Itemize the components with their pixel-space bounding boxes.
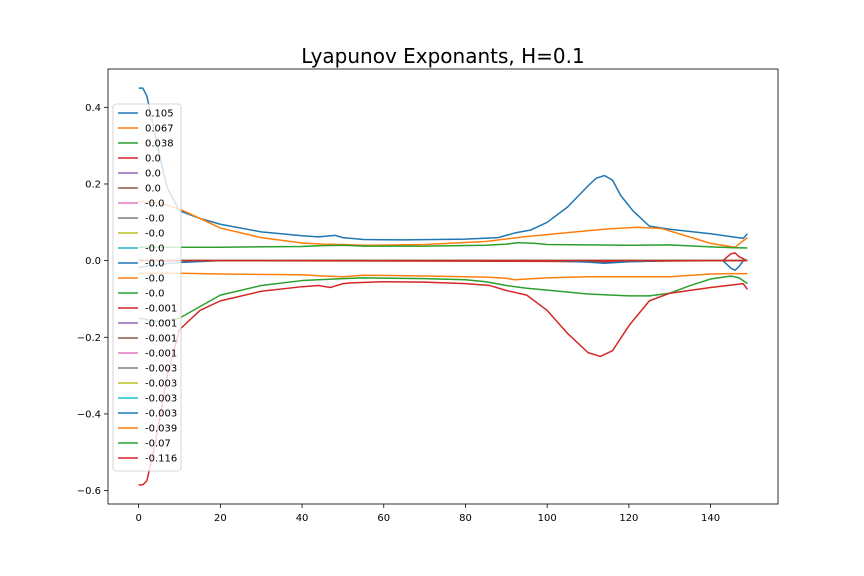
legend-label: -0.0 <box>145 274 165 285</box>
legend-label: -0.0 <box>145 259 165 270</box>
legend-label: -0.001 <box>145 319 177 330</box>
x-tick-label: 120 <box>619 513 638 524</box>
legend-box <box>112 103 182 472</box>
series-layer <box>138 87 748 486</box>
legend-label: -0.003 <box>145 379 177 390</box>
legend-label: -0.0 <box>145 244 165 255</box>
legend-label: 0.0 <box>145 169 161 180</box>
series-line-11 <box>138 259 748 271</box>
legend-label: 0.0 <box>145 184 161 195</box>
series-line-12 <box>138 272 748 281</box>
y-tick-label: 0.4 <box>85 103 101 114</box>
x-tick-label: 60 <box>377 513 390 524</box>
legend-label: -0.003 <box>145 409 177 420</box>
y-tick-label: 0.0 <box>85 256 101 267</box>
legend-label: -0.003 <box>145 394 177 405</box>
axes-layer: 0 20 40 60 80 100 120 140 −0.6 −0.4 −0.2 0.0 0.2 0.4 <box>77 68 779 524</box>
legend-label: -0.0 <box>145 199 165 210</box>
x-tick-label: 20 <box>214 513 227 524</box>
series-line-2 <box>138 200 748 248</box>
x-tick-label: 0 <box>135 513 141 524</box>
legend-label: 0.038 <box>145 139 174 150</box>
legend-label: 0.067 <box>145 124 174 135</box>
x-tick-label: 140 <box>701 513 720 524</box>
legend-label: -0.039 <box>145 424 177 435</box>
legend-label: -0.001 <box>145 334 177 345</box>
y-tick-label: −0.6 <box>77 486 101 497</box>
y-tick-label: 0.2 <box>85 179 101 190</box>
legend-label: -0.116 <box>145 454 177 465</box>
x-tick-label: 40 <box>296 513 309 524</box>
series-line-14 <box>138 280 748 486</box>
legend-label: -0.0 <box>145 229 165 240</box>
legend: 0.105 0.067 0.038 0.0 0.0 0.0 -0.0 -0.0 -0.0 -0.0… <box>112 103 182 472</box>
series-line-3 <box>138 241 748 249</box>
series-line-13 <box>138 275 748 323</box>
legend-label: 0.0 <box>145 154 161 165</box>
legend-label: -0.001 <box>145 349 177 360</box>
chart-title: Lyapunov Exponants, H=0.1 <box>301 44 584 68</box>
legend-label: -0.07 <box>145 439 171 450</box>
y-tick-label: −0.2 <box>77 333 101 344</box>
x-tick-label: 100 <box>538 513 557 524</box>
legend-label: -0.0 <box>145 214 165 225</box>
series-line-1 <box>138 87 748 241</box>
legend-label: -0.0 <box>145 289 165 300</box>
legend-label: 0.105 <box>145 109 174 120</box>
y-tick-label: −0.4 <box>77 409 101 420</box>
legend-label: -0.001 <box>145 304 177 315</box>
x-tick-label: 80 <box>459 513 472 524</box>
plot-frame <box>107 68 779 505</box>
legend-label: -0.003 <box>145 364 177 375</box>
